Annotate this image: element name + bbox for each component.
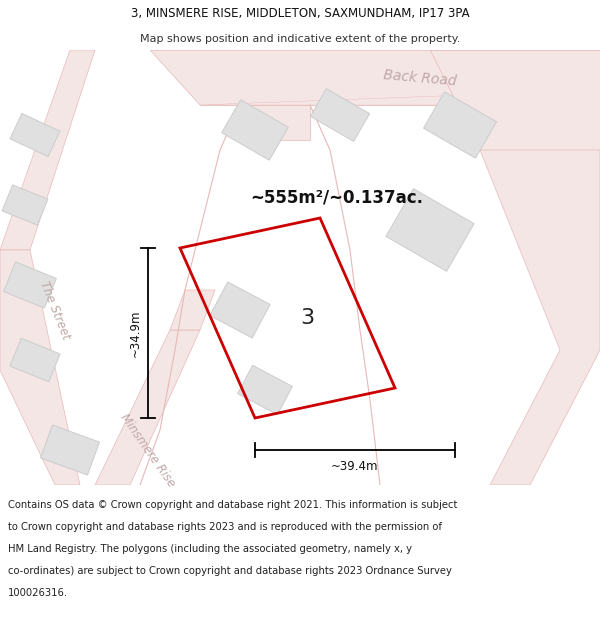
Text: HM Land Registry. The polygons (including the associated geometry, namely x, y: HM Land Registry. The polygons (includin… bbox=[8, 544, 412, 554]
Polygon shape bbox=[480, 150, 600, 485]
Polygon shape bbox=[310, 89, 370, 141]
Polygon shape bbox=[150, 50, 600, 105]
Polygon shape bbox=[41, 425, 100, 475]
Polygon shape bbox=[200, 90, 600, 105]
Polygon shape bbox=[0, 250, 80, 485]
Text: ~39.4m: ~39.4m bbox=[331, 459, 379, 472]
Polygon shape bbox=[238, 365, 292, 415]
Polygon shape bbox=[424, 92, 496, 158]
Text: ~555m²/~0.137ac.: ~555m²/~0.137ac. bbox=[250, 189, 423, 207]
Text: Back Road: Back Road bbox=[383, 68, 457, 88]
Polygon shape bbox=[170, 290, 215, 330]
Text: Minsmere Rise: Minsmere Rise bbox=[118, 411, 178, 489]
Polygon shape bbox=[10, 338, 60, 382]
Polygon shape bbox=[10, 113, 60, 157]
Text: 3: 3 bbox=[301, 308, 314, 328]
Polygon shape bbox=[386, 189, 474, 271]
Text: Contains OS data © Crown copyright and database right 2021. This information is : Contains OS data © Crown copyright and d… bbox=[8, 500, 457, 510]
Polygon shape bbox=[0, 50, 95, 250]
Polygon shape bbox=[210, 282, 270, 338]
Text: co-ordinates) are subject to Crown copyright and database rights 2023 Ordnance S: co-ordinates) are subject to Crown copyr… bbox=[8, 566, 452, 576]
Polygon shape bbox=[2, 185, 48, 225]
Text: Map shows position and indicative extent of the property.: Map shows position and indicative extent… bbox=[140, 34, 460, 44]
Polygon shape bbox=[221, 100, 289, 160]
Polygon shape bbox=[95, 330, 200, 485]
Text: to Crown copyright and database rights 2023 and is reproduced with the permissio: to Crown copyright and database rights 2… bbox=[8, 522, 442, 532]
Polygon shape bbox=[240, 105, 310, 140]
Polygon shape bbox=[430, 50, 600, 150]
Text: The Street: The Street bbox=[37, 279, 73, 341]
Polygon shape bbox=[4, 262, 56, 308]
Text: 100026316.: 100026316. bbox=[8, 588, 68, 598]
Text: 3, MINSMERE RISE, MIDDLETON, SAXMUNDHAM, IP17 3PA: 3, MINSMERE RISE, MIDDLETON, SAXMUNDHAM,… bbox=[131, 8, 469, 21]
Text: ~34.9m: ~34.9m bbox=[128, 309, 142, 357]
